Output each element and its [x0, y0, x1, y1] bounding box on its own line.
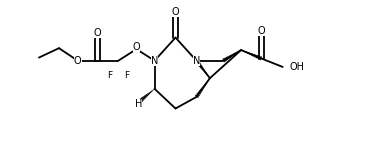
- Text: N: N: [151, 56, 158, 66]
- Text: H: H: [135, 99, 142, 109]
- Text: O: O: [133, 42, 140, 52]
- Text: F: F: [107, 71, 112, 80]
- Text: O: O: [74, 56, 82, 66]
- Text: F: F: [124, 71, 130, 80]
- Text: OH: OH: [290, 62, 305, 72]
- Text: O: O: [172, 7, 179, 17]
- Text: O: O: [258, 26, 265, 36]
- Text: N: N: [193, 56, 200, 66]
- Text: O: O: [94, 28, 101, 38]
